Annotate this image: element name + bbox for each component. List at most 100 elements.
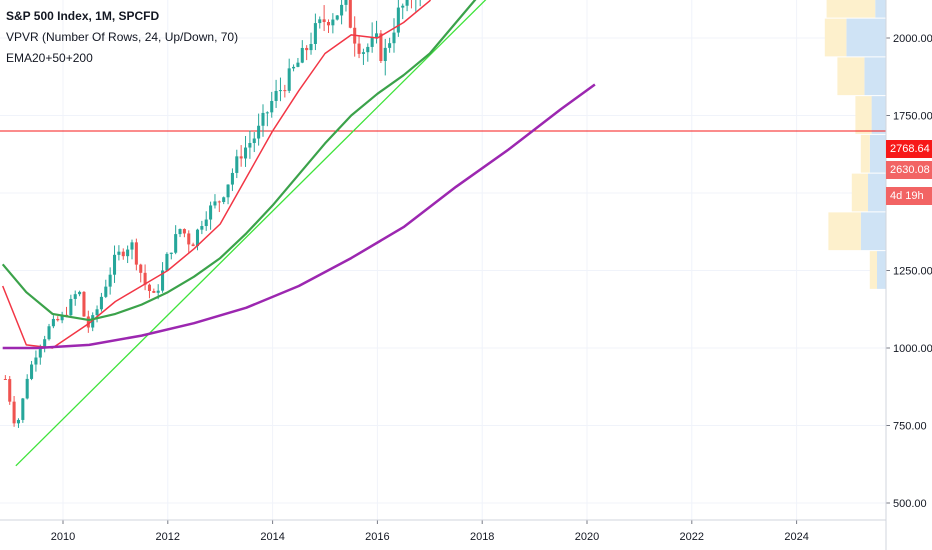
candle-body: [326, 22, 331, 26]
candle-body: [226, 184, 230, 198]
candle-body: [130, 242, 134, 250]
ema200-line: [2, 83, 596, 350]
candle-body: [204, 219, 208, 227]
candle-body: [361, 52, 365, 54]
trendline: [15, 0, 487, 467]
candle-body: [104, 286, 108, 297]
candle-body: [147, 284, 151, 291]
chart-legend: S&P 500 Index, 1M, SPCFD VPVR (Number Of…: [6, 6, 238, 69]
candle-body: [108, 274, 112, 287]
candle-body: [287, 68, 291, 91]
candle-body: [340, 4, 344, 16]
x-tick-label: 2022: [680, 531, 704, 543]
trendline-layer: [15, 0, 487, 467]
candle-body: [374, 33, 379, 38]
vpvr-up-bar: [871, 96, 886, 134]
candle-body: [388, 43, 392, 48]
candle-body: [187, 233, 191, 245]
candle-body: [292, 66, 296, 69]
ema-indicator-label[interactable]: EMA20+50+200: [6, 51, 93, 65]
candle-body: [56, 318, 60, 321]
candle-body: [230, 172, 234, 185]
ema20-line: [2, 0, 432, 349]
candle-body: [396, 7, 400, 33]
candle-body: [126, 249, 130, 257]
chart-grid: [0, 0, 886, 520]
vpvr-indicator-label[interactable]: VPVR (Number Of Rows, 24, Up/Down, 70): [6, 30, 239, 44]
candle-body: [91, 315, 95, 328]
candle-body: [95, 309, 99, 316]
candle-body: [261, 112, 265, 126]
candle-body: [239, 156, 243, 159]
candle-body: [30, 364, 34, 379]
candle-body: [69, 298, 73, 316]
candle-body: [305, 47, 309, 51]
candle-body: [379, 33, 383, 62]
candle-body: [16, 419, 20, 424]
candle-body: [401, 5, 405, 8]
candle-body: [248, 143, 252, 148]
candle-body: [296, 62, 300, 67]
candle-body: [222, 197, 226, 202]
candle-body: [235, 156, 239, 173]
resistance-price-tag: 2768.64: [886, 140, 932, 158]
x-tick-label: 2012: [156, 531, 180, 543]
candle-body: [78, 291, 82, 295]
symbol-title[interactable]: S&P 500 Index, 1M, SPCFD: [6, 9, 160, 23]
candle-body: [366, 46, 370, 53]
candle-body: [174, 234, 178, 253]
last-price-tag: 2630.08: [886, 161, 932, 179]
vpvr-up-bar: [846, 18, 886, 57]
candle-body: [243, 147, 248, 159]
candle-body: [34, 357, 38, 365]
candle-body: [38, 348, 42, 358]
y-tick-label: 1250.00: [893, 266, 932, 278]
candle-body: [213, 201, 217, 206]
candle-body: [86, 316, 90, 328]
candle-body: [143, 272, 147, 285]
x-tick-label: 2010: [51, 531, 75, 543]
candle-body: [370, 37, 374, 47]
ema-layer: [1, 0, 596, 350]
candle-body: [322, 19, 326, 23]
candle-body: [73, 294, 77, 299]
candle-body: [3, 379, 7, 380]
candle-body: [121, 251, 125, 257]
candle-body: [274, 90, 278, 101]
candle-body: [156, 290, 160, 293]
candle-body: [300, 47, 304, 63]
candle-body: [392, 32, 396, 44]
horizontal-lines: [0, 130, 886, 132]
candle-body: [43, 339, 47, 349]
candle-body: [209, 205, 213, 220]
candle-body: [335, 15, 339, 20]
candle-body: [117, 251, 121, 255]
candle-body: [200, 226, 204, 230]
candle-body: [51, 318, 55, 327]
candle-body: [152, 290, 156, 293]
vpvr-down-bar: [855, 96, 872, 134]
y-tick-label: 1750.00: [893, 111, 932, 123]
candle-body: [195, 229, 200, 247]
vpvr-down-bar: [837, 57, 865, 96]
candle-body: [21, 398, 25, 420]
vpvr-down-bar: [860, 134, 870, 173]
x-tick-label: 2016: [365, 531, 389, 543]
candle-body: [178, 229, 182, 235]
candle-body: [278, 90, 282, 92]
candle-body: [313, 23, 317, 44]
candle-body: [169, 252, 173, 254]
candle-body: [270, 100, 274, 113]
candle-body: [134, 242, 138, 265]
x-tick-label: 2020: [575, 531, 599, 543]
vpvr-down-bar: [869, 251, 877, 289]
vpvr-down-bar: [851, 173, 868, 212]
y-tick-label: 750.00: [893, 421, 927, 433]
candle-body: [357, 43, 361, 54]
x-tick-label: 2024: [784, 531, 808, 543]
candle-body: [217, 201, 221, 203]
countdown-tag: 4d 19h: [886, 187, 932, 205]
candle-body: [112, 254, 117, 275]
